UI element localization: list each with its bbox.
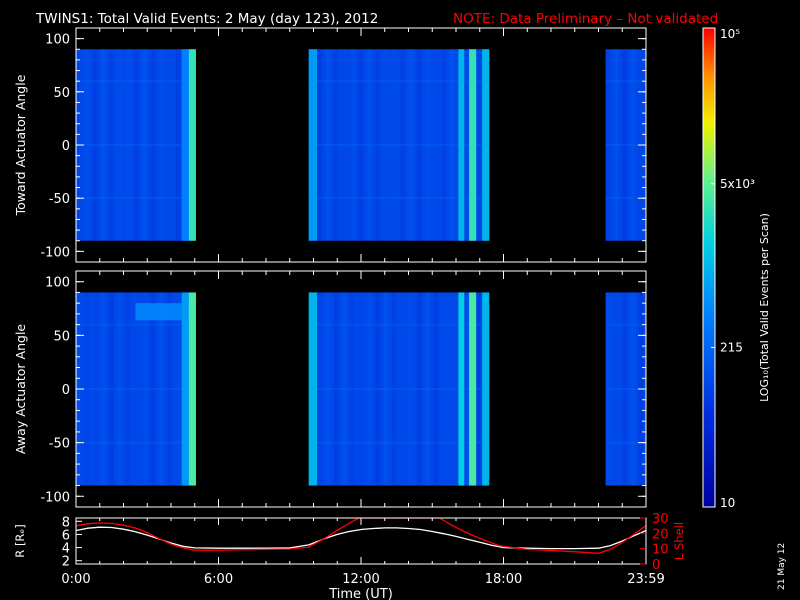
toward-ytick-label: -100 [40, 245, 70, 260]
toward-ytick-label: 100 [45, 33, 70, 48]
away-angle-panel: 100 50 0 -50 -100 Away Actuator Angle [13, 270, 647, 508]
l-ytick-label: 20 [652, 527, 669, 542]
toward-bright-column [188, 49, 196, 241]
chart-note: NOTE: Data Preliminary – Not validated [453, 11, 718, 27]
toward-data-band [308, 197, 490, 200]
colorbar-tick-label: 10⁵ [720, 27, 740, 41]
r-axis-label: R [Rₑ] [13, 524, 27, 557]
away-data-band [76, 441, 196, 444]
r-ytick-label: 6 [62, 528, 70, 543]
toward-ytick-label: 50 [53, 86, 70, 101]
away-data-band [308, 323, 490, 326]
r-ytick-label: 8 [62, 515, 70, 530]
xtick-label: 18:00 [485, 572, 522, 587]
r-ytick-label: 2 [62, 555, 70, 570]
r-distance-line [76, 526, 646, 550]
away-bright-column [188, 292, 196, 486]
colorbar-gradient [702, 27, 716, 508]
toward-data-band [605, 197, 646, 200]
away-ytick-label: -50 [49, 437, 70, 452]
away-bright-column [469, 292, 477, 486]
toward-data-band [308, 80, 490, 83]
toward-angle-panel: 100 50 0 -50 -100 Toward Actuator Angle [13, 27, 647, 263]
r-ytick-label: 4 [62, 542, 70, 557]
toward-data-band [308, 144, 490, 146]
l-shell-axis-label: L Shell [672, 522, 686, 560]
away-bright-column [308, 292, 318, 486]
toward-bright-column [181, 49, 189, 241]
toward-bright-column [482, 49, 490, 241]
l-ytick-label: 0 [652, 558, 660, 573]
colorbar-tick-label: 215 [720, 340, 743, 354]
away-ytick-label: 50 [53, 329, 70, 344]
toward-ylabel: Toward Actuator Angle [13, 74, 28, 216]
toward-ytick-label: 0 [62, 139, 70, 154]
side-date: 21 May 12 [777, 543, 787, 590]
chart-title: TWINS1: Total Valid Events: 2 May (day 1… [35, 11, 378, 27]
away-data-band [605, 441, 646, 444]
toward-data-band [605, 144, 646, 146]
toward-bright-column [308, 49, 318, 241]
toward-data-band [605, 80, 646, 83]
toward-ytick-label: -50 [49, 192, 70, 207]
away-bright-column [458, 292, 465, 486]
away-ytick-label: 0 [62, 383, 70, 398]
colorbar-label: LOG₁₀(Total Valid Events per Scan) [758, 213, 771, 402]
toward-data-band [76, 144, 196, 146]
xtick-label: 0:00 [61, 572, 90, 587]
away-ylabel: Away Actuator Angle [13, 324, 28, 455]
l-shell-line [76, 518, 646, 554]
x-axis-label: Time (UT) [328, 587, 393, 600]
away-data-band [76, 323, 196, 326]
toward-bright-column [469, 49, 477, 241]
toward-bright-column [458, 49, 465, 241]
away-data-band [308, 441, 490, 444]
away-data-band [308, 388, 490, 390]
xtick-label: 23:59 [627, 572, 664, 587]
toward-data-band [76, 197, 196, 200]
l-ytick-label: 10 [652, 543, 669, 558]
away-bright-column [482, 292, 490, 486]
colorbar-tick-label: 10 [720, 496, 735, 510]
away-bright-band [135, 303, 196, 321]
away-data-band [76, 388, 196, 390]
colorbar: 10 215 5x10³ 10⁵ LOG₁₀(Total Valid Events pe… [702, 27, 771, 510]
toward-data-band [76, 80, 196, 83]
colorbar-tick-label: 5x10³ [720, 177, 755, 191]
away-data-band [605, 388, 646, 390]
away-bright-column [181, 292, 189, 486]
xtick-label: 6:00 [204, 572, 233, 587]
away-ytick-label: -100 [40, 490, 70, 505]
away-ytick-label: 100 [45, 276, 70, 291]
xtick-label: 12:00 [342, 572, 379, 587]
l-ytick-label: 30 [652, 512, 669, 527]
away-data-band [605, 323, 646, 326]
